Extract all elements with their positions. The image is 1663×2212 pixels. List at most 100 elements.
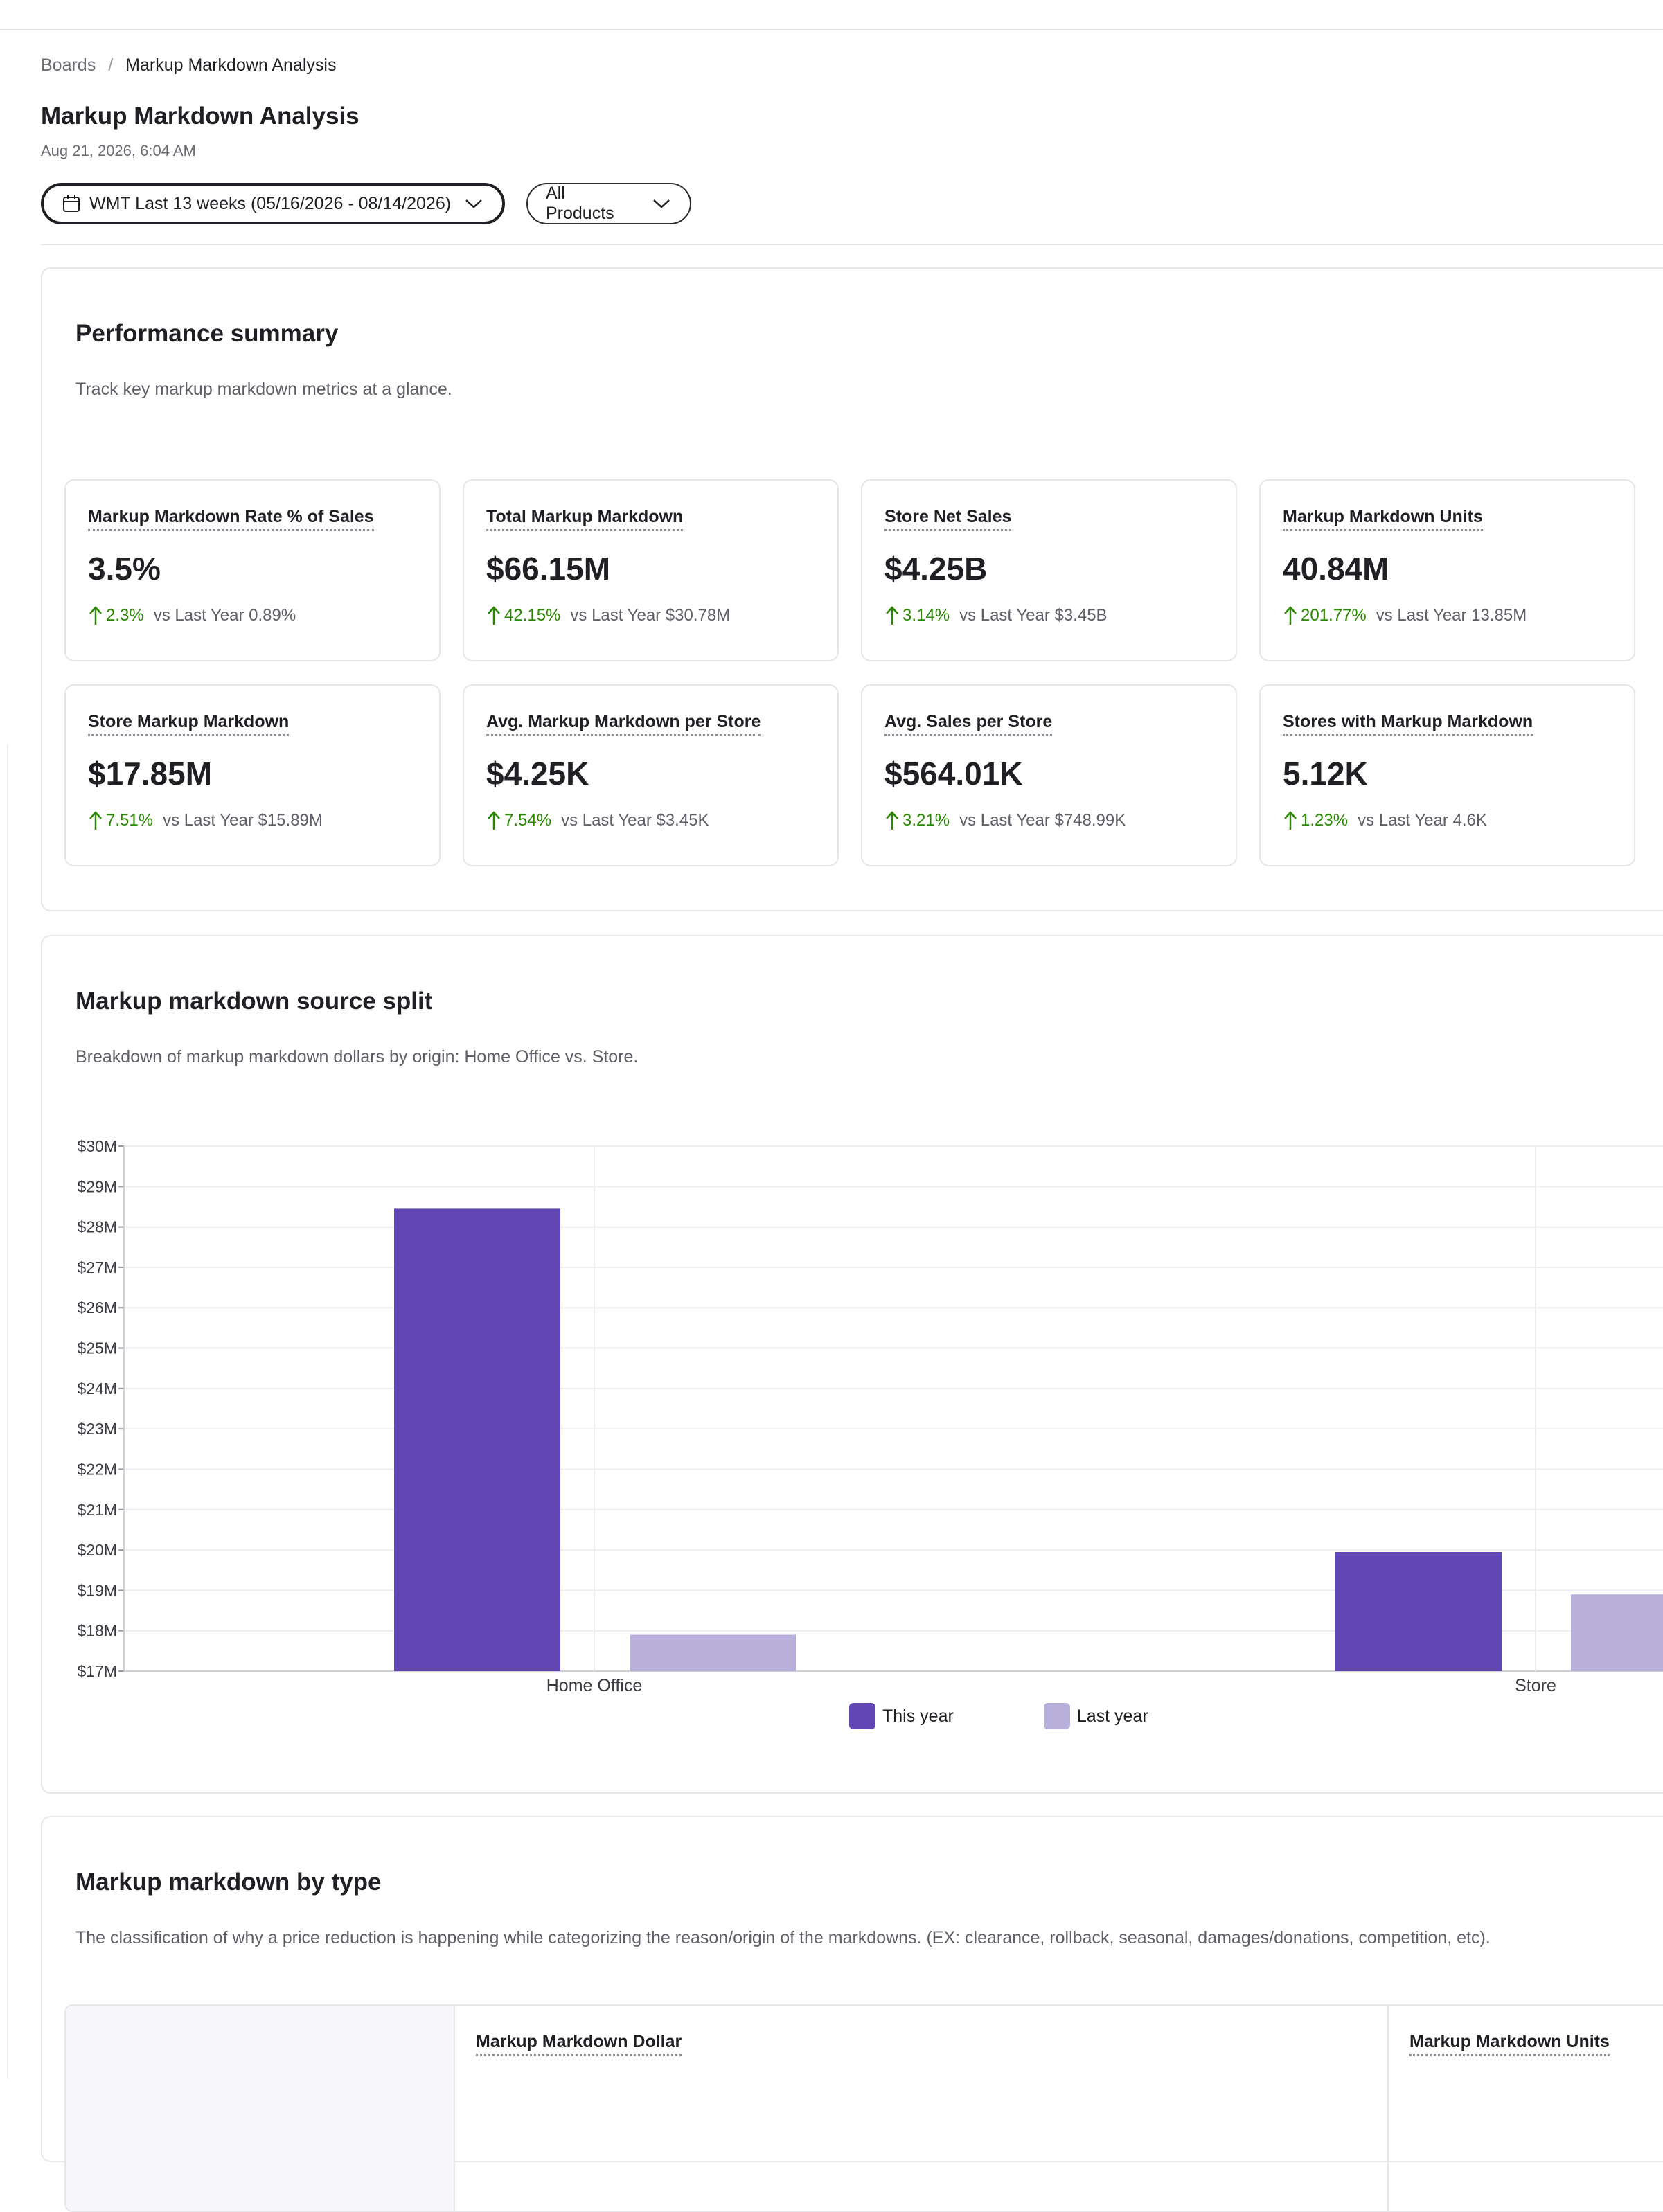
kpi-delta-percent: 7.54% xyxy=(504,811,552,830)
legend-item-this-year[interactable]: This year xyxy=(849,1703,954,1729)
arrow-up-icon xyxy=(88,605,103,626)
kpi-delta: 3.21% vs Last Year $748.99K xyxy=(884,810,1126,831)
section-title: Performance summary xyxy=(75,320,339,347)
performance-summary-section: Performance summary Track key markup mar… xyxy=(41,267,1663,911)
legend-label: Last year xyxy=(1076,1706,1148,1726)
kpi-label[interactable]: Store Markup Markdown xyxy=(88,712,290,736)
breadcrumb-boards-link[interactable]: Boards xyxy=(41,55,96,75)
section-subtitle: Track key markup markdown metrics at a g… xyxy=(75,380,452,399)
kpi-value: $4.25B xyxy=(884,551,988,587)
kpi-card[interactable]: Total Markup Markdown $66.15M 42.15% vs Las… xyxy=(463,479,839,661)
kpi-value: $66.15M xyxy=(486,551,611,587)
top-divider xyxy=(0,29,1663,30)
kpi-card[interactable]: Store Net Sales $4.25B 3.14% vs Last Year $… xyxy=(861,479,1237,661)
breadcrumb-separator: / xyxy=(108,55,114,75)
x-tick-label: Store xyxy=(1515,1676,1556,1695)
kpi-delta: 7.51% vs Last Year $15.89M xyxy=(88,810,323,831)
page-timestamp: Aug 21, 2026, 6:04 AM xyxy=(41,142,196,159)
kpi-label[interactable]: Avg. Markup Markdown per Store xyxy=(486,712,761,736)
kpi-delta: 2.3% vs Last Year 0.89% xyxy=(88,605,296,626)
y-tick-label: $24M xyxy=(77,1380,117,1398)
kpi-comparison: vs Last Year 13.85M xyxy=(1376,606,1527,625)
bar-last-year xyxy=(630,1634,796,1671)
kpi-label[interactable]: Total Markup Markdown xyxy=(486,507,684,531)
breadcrumb: Boards / Markup Markdown Analysis xyxy=(41,55,336,75)
kpi-comparison: vs Last Year $30.78M xyxy=(570,606,731,625)
chevron-down-icon xyxy=(652,198,670,209)
kpi-delta: 201.77% vs Last Year 13.85M xyxy=(1283,605,1527,626)
kpi-card[interactable]: Avg. Sales per Store $564.01K 3.21% vs Last… xyxy=(861,684,1237,866)
y-tick-label: $23M xyxy=(77,1420,117,1438)
legend-item-last-year[interactable]: Last year xyxy=(1043,1703,1148,1729)
y-tick-label: $25M xyxy=(77,1339,117,1357)
y-tick-label: $17M xyxy=(77,1662,117,1680)
kpi-delta-percent: 201.77% xyxy=(1301,606,1367,625)
kpi-label[interactable]: Stores with Markup Markdown xyxy=(1283,712,1533,736)
column-header-markdown-units[interactable]: Markup Markdown Units xyxy=(1409,2032,1610,2056)
kpi-comparison: vs Last Year 4.6K xyxy=(1358,811,1487,830)
kpi-card[interactable]: Stores with Markup Markdown 5.12K 1.23% vs … xyxy=(1259,684,1635,866)
y-tick-label: $26M xyxy=(77,1299,117,1317)
kpi-value: $4.25K xyxy=(486,756,589,792)
bar-last-year xyxy=(1571,1594,1663,1671)
kpi-card[interactable]: Markup Markdown Rate % of Sales 3.5% 2.3% v… xyxy=(64,479,441,661)
kpi-label[interactable]: Markup Markdown Rate % of Sales xyxy=(88,507,374,531)
arrow-up-icon xyxy=(1283,810,1298,831)
chevron-down-icon xyxy=(465,198,483,209)
source-split-bar-chart: $17M $18M $19M $20M $21M $22M $23M $24M $25M $26M… xyxy=(77,1137,1663,1695)
column-divider xyxy=(1387,2006,1389,2211)
date-range-filter-button[interactable]: WMT Last 13 weeks (05/16/2026 - 08/14/20… xyxy=(41,183,505,224)
y-tick-label: $27M xyxy=(77,1258,117,1276)
column-header-markdown-dollar[interactable]: Markup Markdown Dollar xyxy=(476,2032,682,2056)
kpi-delta-percent: 7.51% xyxy=(106,811,154,830)
date-range-label: WMT Last 13 weeks (05/16/2026 - 08/14/20… xyxy=(89,193,452,213)
y-tick-label: $30M xyxy=(77,1137,117,1155)
breadcrumb-current: Markup Markdown Analysis xyxy=(125,55,337,75)
kpi-card[interactable]: Store Markup Markdown $17.85M 7.51% vs Last… xyxy=(64,684,441,866)
kpi-comparison: vs Last Year 0.89% xyxy=(153,606,296,625)
arrow-up-icon xyxy=(88,810,103,831)
kpi-delta-percent: 2.3% xyxy=(106,606,144,625)
y-tick-label: $18M xyxy=(77,1622,117,1640)
kpi-card[interactable]: Avg. Markup Markdown per Store $4.25K 7.54… xyxy=(463,684,839,866)
kpi-delta: 3.14% vs Last Year $3.45B xyxy=(884,605,1108,626)
x-tick-label: Home Office xyxy=(546,1676,642,1695)
section-subtitle: Breakdown of markup markdown dollars by … xyxy=(75,1047,639,1067)
arrow-up-icon xyxy=(486,605,501,626)
kpi-card[interactable]: Markup Markdown Units 40.84M 201.77% vs Las… xyxy=(1259,479,1635,661)
y-tick-label: $19M xyxy=(77,1581,117,1599)
chart-legend: This year Last year xyxy=(849,1703,1238,1729)
y-tick-label: $22M xyxy=(77,1460,117,1478)
kpi-comparison: vs Last Year $3.45B xyxy=(959,606,1108,625)
y-tick-label: $28M xyxy=(77,1218,117,1236)
kpi-value: $17.85M xyxy=(88,756,213,792)
by-type-table: Markup Markdown Dollar Markup Markdown U… xyxy=(64,2004,1663,2212)
products-filter-label: All Products xyxy=(546,184,614,223)
kpi-delta-percent: 1.23% xyxy=(1301,811,1349,830)
kpi-delta-percent: 3.21% xyxy=(902,811,950,830)
products-filter-button[interactable]: All Products xyxy=(526,183,691,224)
kpi-delta-percent: 3.14% xyxy=(902,606,950,625)
kpi-delta: 1.23% vs Last Year 4.6K xyxy=(1283,810,1487,831)
bar-this-year xyxy=(394,1208,560,1671)
legend-label: This year xyxy=(882,1706,954,1726)
section-title: Markup markdown by type xyxy=(75,1868,382,1896)
section-subtitle: The classification of why a price reduct… xyxy=(75,1928,1491,1947)
kpi-value: 40.84M xyxy=(1283,551,1389,587)
kpi-label[interactable]: Markup Markdown Units xyxy=(1283,507,1483,531)
kpi-value: 3.5% xyxy=(88,551,161,587)
kpi-label[interactable]: Store Net Sales xyxy=(884,507,1012,531)
kpi-delta: 42.15% vs Last Year $30.78M xyxy=(486,605,730,626)
kpi-comparison: vs Last Year $15.89M xyxy=(163,811,323,830)
arrow-up-icon xyxy=(486,810,501,831)
left-rail-divider xyxy=(7,744,8,2078)
filter-divider xyxy=(41,244,1663,245)
page-title: Markup Markdown Analysis xyxy=(41,102,359,130)
section-title: Markup markdown source split xyxy=(75,988,433,1015)
kpi-comparison: vs Last Year $748.99K xyxy=(959,811,1126,830)
calendar-icon xyxy=(62,194,81,213)
y-tick-label: $29M xyxy=(77,1177,117,1195)
kpi-label[interactable]: Avg. Sales per Store xyxy=(884,712,1053,736)
kpi-value: 5.12K xyxy=(1283,756,1368,792)
legend-swatch xyxy=(849,1703,875,1729)
